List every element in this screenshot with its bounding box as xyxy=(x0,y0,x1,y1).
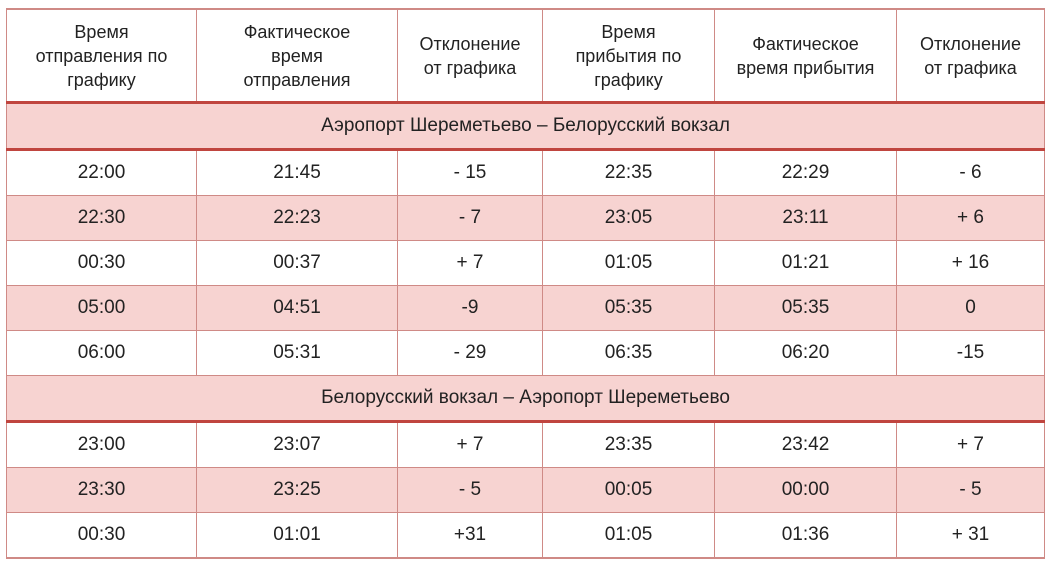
header-row: Время отправления по графику Фактическое… xyxy=(6,8,1045,103)
cell-actual-arrival: 06:20 xyxy=(714,330,897,376)
cell-arrival-deviation: + 16 xyxy=(896,240,1045,286)
cell-arrival-deviation: + 6 xyxy=(896,195,1045,241)
header-departure-deviation: Отклонение от графика xyxy=(397,8,543,103)
table-row: 00:30 01:01 +31 01:05 01:36 + 31 xyxy=(6,512,1045,559)
cell-scheduled-arrival: 06:35 xyxy=(542,330,715,376)
section-row: Аэропорт Шереметьево – Белорусский вокза… xyxy=(6,102,1045,151)
cell-actual-departure: 01:01 xyxy=(196,512,398,559)
table-row: 22:30 22:23- 7 23:05 23:11 + 6 xyxy=(6,195,1045,241)
cell-scheduled-departure: 00:30 xyxy=(6,240,197,286)
table-body: Аэропорт Шереметьево – Белорусский вокза… xyxy=(6,102,1045,559)
cell-scheduled-arrival: 23:05 xyxy=(542,195,715,241)
cell-actual-arrival: 01:36 xyxy=(714,512,897,559)
cell-scheduled-arrival: 00:05 xyxy=(542,467,715,513)
cell-scheduled-departure: 00:30 xyxy=(6,512,197,559)
table-row: 06:00 05:31- 29 06:35 06:20 -15 xyxy=(6,330,1045,376)
table-row: 05:00 04:51 -9 05:35 05:35 0 xyxy=(6,285,1045,331)
header-scheduled-arrival: Время прибытия по графику xyxy=(542,8,715,103)
cell-departure-deviation: - 29 xyxy=(397,330,543,376)
cell-arrival-deviation: - 6 xyxy=(896,149,1045,196)
cell-departure-deviation: + 7 xyxy=(397,421,543,468)
cell-scheduled-arrival: 22:35 xyxy=(542,149,715,196)
cell-actual-arrival: 00:00 xyxy=(714,467,897,513)
section-row: Белорусский вокзал – Аэропорт Шереметьев… xyxy=(6,375,1045,423)
cell-actual-arrival: 01:21 xyxy=(714,240,897,286)
cell-actual-departure: 21:45 xyxy=(196,149,398,196)
cell-actual-departure: 04:51 xyxy=(196,285,398,331)
header-scheduled-departure: Время отправления по графику xyxy=(6,8,197,103)
cell-departure-deviation: -9 xyxy=(397,285,543,331)
cell-departure-deviation: + 7 xyxy=(397,240,543,286)
cell-scheduled-departure: 06:00 xyxy=(6,330,197,376)
schedule-table: Время отправления по графику Фактическое… xyxy=(6,8,1045,559)
cell-scheduled-departure: 22:30 xyxy=(6,195,197,241)
cell-scheduled-departure: 05:00 xyxy=(6,285,197,331)
section-title: Аэропорт Шереметьево – Белорусский вокза… xyxy=(6,102,1045,151)
cell-arrival-deviation: + 31 xyxy=(896,512,1045,559)
table-row: 23:00 23:07 + 7 23:35 23:42 + 7 xyxy=(6,421,1045,468)
table-row: 00:30 00:37 + 7 01:05 01:21 + 16 xyxy=(6,240,1045,286)
cell-actual-departure: 23:25 xyxy=(196,467,398,513)
cell-scheduled-arrival: 01:05 xyxy=(542,240,715,286)
cell-actual-departure: 00:37 xyxy=(196,240,398,286)
cell-actual-arrival: 23:42 xyxy=(714,421,897,468)
header-actual-departure: Фактическое время отправления xyxy=(196,8,398,103)
cell-arrival-deviation: 0 xyxy=(896,285,1045,331)
cell-scheduled-departure: 23:00 xyxy=(6,421,197,468)
cell-arrival-deviation: - 5 xyxy=(896,467,1045,513)
cell-scheduled-departure: 23:30 xyxy=(6,467,197,513)
header-actual-arrival: Фактическое время прибытия xyxy=(714,8,897,103)
cell-scheduled-arrival: 23:35 xyxy=(542,421,715,468)
cell-actual-arrival: 22:29 xyxy=(714,149,897,196)
section-title: Белорусский вокзал – Аэропорт Шереметьев… xyxy=(6,375,1045,423)
cell-actual-departure: 23:07 xyxy=(196,421,398,468)
cell-departure-deviation: - 5 xyxy=(397,467,543,513)
cell-actual-departure: 22:23 xyxy=(196,195,398,241)
table-row: 22:00 21:45- 15 22:35 22:29- 6 xyxy=(6,149,1045,196)
header-arrival-deviation: Отклонение от графика xyxy=(896,8,1045,103)
cell-scheduled-arrival: 01:05 xyxy=(542,512,715,559)
cell-actual-arrival: 05:35 xyxy=(714,285,897,331)
cell-arrival-deviation: -15 xyxy=(896,330,1045,376)
table-row: 23:30 23:25- 5 00:05 00:00- 5 xyxy=(6,467,1045,513)
cell-actual-arrival: 23:11 xyxy=(714,195,897,241)
cell-arrival-deviation: + 7 xyxy=(896,421,1045,468)
cell-scheduled-departure: 22:00 xyxy=(6,149,197,196)
table-header: Время отправления по графику Фактическое… xyxy=(6,8,1045,103)
cell-departure-deviation: - 15 xyxy=(397,149,543,196)
cell-scheduled-arrival: 05:35 xyxy=(542,285,715,331)
cell-departure-deviation: +31 xyxy=(397,512,543,559)
cell-actual-departure: 05:31 xyxy=(196,330,398,376)
cell-departure-deviation: - 7 xyxy=(397,195,543,241)
